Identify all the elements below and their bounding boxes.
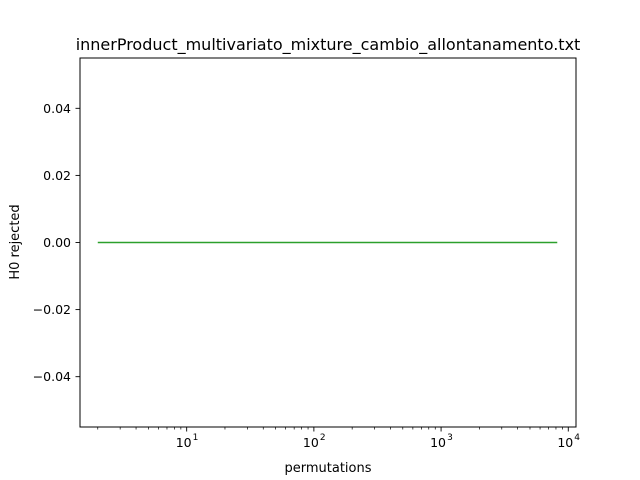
x-tick-label: 10 <box>303 435 319 450</box>
x-tick-label: 10 <box>430 435 446 450</box>
x-tick-label-exponent: 3 <box>447 433 453 443</box>
y-tick-label: 0.04 <box>43 101 71 116</box>
x-tick-label-exponent: 2 <box>320 433 326 443</box>
y-axis-label: H0 rejected <box>8 204 23 279</box>
x-axis-ticks: 10 1 10 2 10 3 10 4 <box>97 427 580 450</box>
x-axis-label: permutations <box>284 461 371 476</box>
y-tick-label: −0.04 <box>33 369 71 384</box>
x-tick-label-exponent: 1 <box>193 433 199 443</box>
y-tick-label: 0.02 <box>43 168 71 183</box>
y-tick-label: −0.02 <box>33 302 71 317</box>
x-tick-label: 10 <box>557 435 573 450</box>
x-tick-label-exponent: 4 <box>574 433 580 443</box>
x-tick-label: 10 <box>176 435 192 450</box>
y-tick-label: 0.00 <box>43 235 71 250</box>
chart-title: innerProduct_multivariato_mixture_cambio… <box>76 35 581 55</box>
y-axis-ticks: 0.04 0.02 0.00 −0.02 −0.04 <box>33 101 80 384</box>
